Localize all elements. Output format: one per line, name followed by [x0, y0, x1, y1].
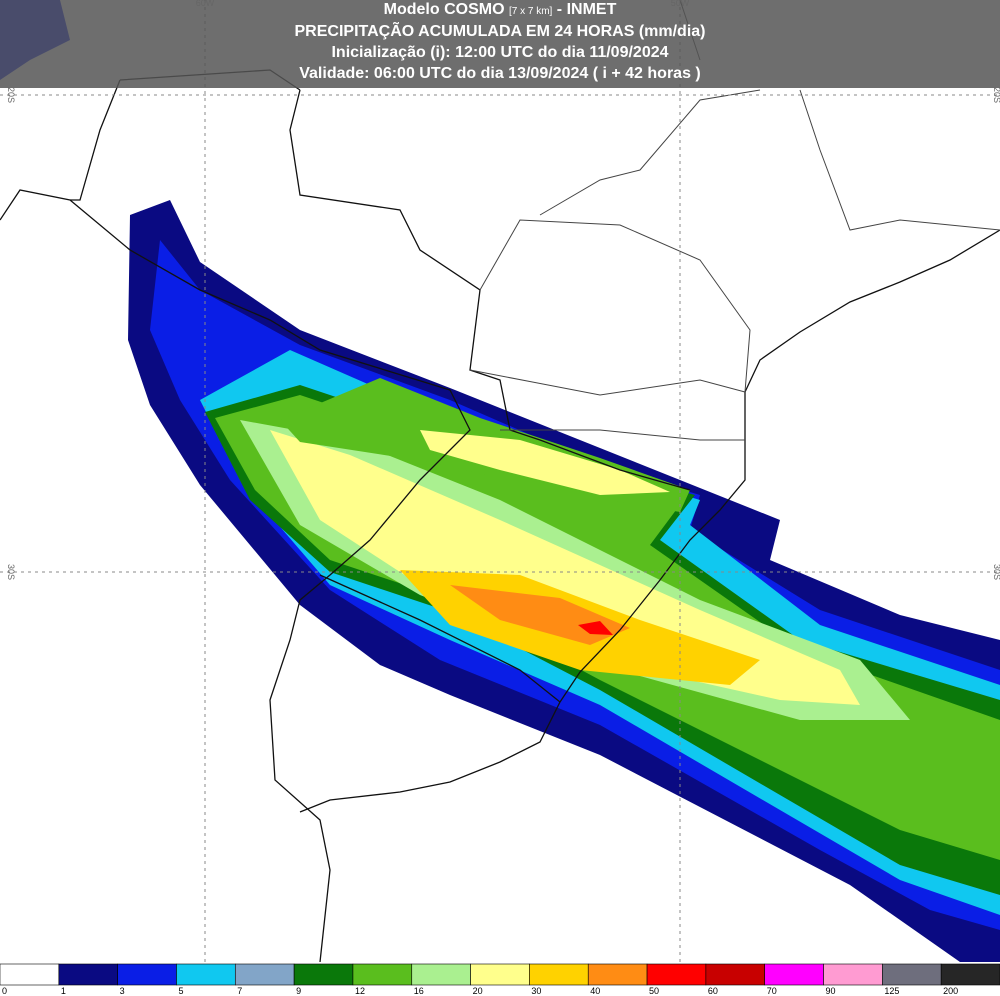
colorbar-swatch	[940, 963, 1000, 986]
colorbar-swatch	[470, 963, 530, 986]
colorbar-label: 7	[237, 986, 242, 996]
colorbar-label: 30	[531, 986, 541, 996]
colorbar-swatch	[764, 963, 824, 986]
colorbar-swatch	[529, 963, 589, 986]
precip-20mm	[270, 430, 860, 705]
resolution: [7 x 7 km]	[509, 6, 553, 17]
colorbar-label: 90	[826, 986, 836, 996]
colorbar-label: 3	[120, 986, 125, 996]
colorbar-swatch	[352, 963, 413, 986]
precip-upper-band-core	[420, 430, 670, 495]
colorbar-swatch	[646, 963, 707, 986]
colorbar-label: 9	[296, 986, 301, 996]
colorbar-label: 50	[649, 986, 659, 996]
source: - INMET	[557, 1, 617, 18]
colorbar-swatch	[411, 963, 471, 986]
colorbar-swatch	[58, 963, 118, 986]
title: PRECIPITAÇÃO ACUMULADA EM 24 HORAS (mm/d…	[295, 20, 706, 40]
colorbar-label: 12	[355, 986, 365, 996]
lat-label: 20S	[6, 87, 16, 103]
colorbar-label: 16	[414, 986, 424, 996]
colorbar: 0 1 3 5 7 9 12 16 20 30 40 50 60 70 90 125 200	[0, 963, 1000, 996]
colorbar-swatch	[117, 963, 177, 986]
national-border	[289, 89, 691, 491]
national-border	[319, 574, 561, 703]
model-name: Modelo COSMO	[384, 1, 505, 18]
colorbar-swatch	[176, 963, 236, 986]
national-border	[0, 189, 471, 963]
colorbar-label: 1	[61, 986, 66, 996]
lon-label: 60W	[196, 0, 215, 8]
colorbar-label: 5	[178, 986, 183, 996]
graticule	[0, 0, 1000, 962]
lat-label: 20S	[992, 87, 1000, 103]
header-line: Modelo COSMO [7 x 7 km] - INMET	[384, 1, 617, 18]
colorbar-swatch	[823, 963, 883, 986]
valid-time: Validade: 06:00 UTC do dia 13/09/2024 ( …	[299, 65, 701, 82]
colorbar-swatch	[234, 963, 295, 986]
colorbar-label: 40	[590, 986, 600, 996]
colorbar-swatch	[705, 963, 766, 986]
colorbar-label: 0	[2, 986, 7, 996]
lon-label: 50W	[671, 0, 690, 8]
colorbar-label: 70	[767, 986, 777, 996]
colorbar-label: 60	[708, 986, 718, 996]
init-time: Inicialização (i): 12:00 UTC do dia 11/0…	[331, 44, 668, 61]
colorbar-label: 20	[473, 986, 483, 996]
state-border	[469, 0, 1000, 441]
precip-50mm	[578, 621, 613, 635]
boundaries	[0, 0, 1000, 963]
colorbar-label: 200	[943, 986, 958, 996]
lat-label: 30S	[992, 564, 1000, 580]
colorbar-swatch	[0, 963, 60, 986]
colorbar-swatch	[882, 963, 942, 986]
lat-label: 30S	[6, 564, 16, 580]
colorbar-label: 125	[884, 986, 899, 996]
colorbar-swatch	[293, 963, 354, 986]
coastline	[299, 229, 1000, 813]
colorbar-swatch	[587, 963, 648, 986]
precipitation-field	[0, 0, 1000, 962]
header-band	[0, 0, 1000, 88]
national-border	[70, 69, 301, 201]
